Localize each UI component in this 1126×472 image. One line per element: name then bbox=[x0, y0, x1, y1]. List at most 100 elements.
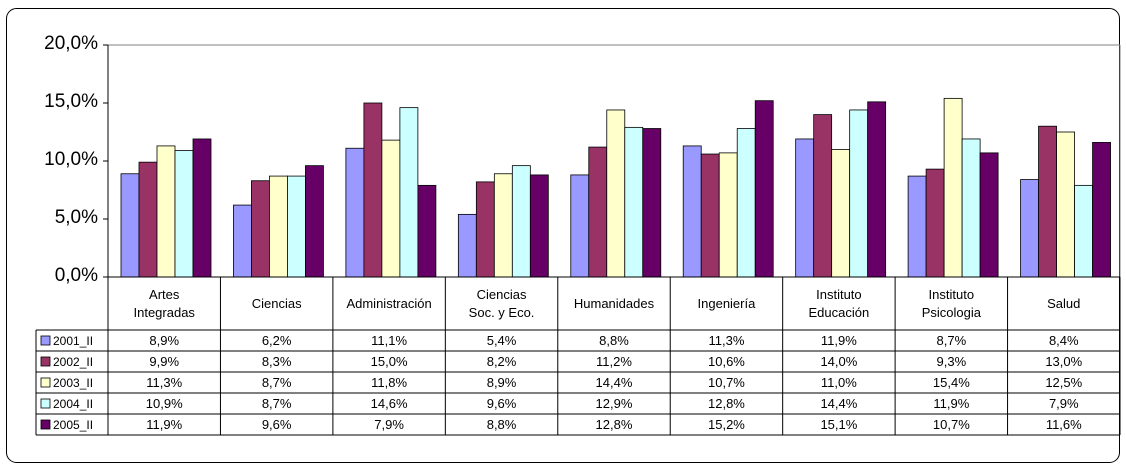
legend-key bbox=[40, 356, 51, 367]
table-value: 11,2% bbox=[596, 353, 632, 369]
bar bbox=[849, 109, 869, 278]
category-label: Ciencias Soc. y Eco. bbox=[468, 286, 535, 320]
category-label: Instituto Educación bbox=[808, 286, 870, 320]
bar bbox=[251, 180, 270, 278]
table-value: 8,4% bbox=[1048, 332, 1079, 348]
table-value: 15,0% bbox=[370, 353, 408, 369]
legend-key bbox=[40, 335, 51, 346]
table-value: 14,0% bbox=[820, 353, 858, 369]
bar bbox=[399, 107, 419, 278]
bar bbox=[1074, 184, 1093, 278]
table-value: 15,1% bbox=[820, 416, 858, 432]
legend-key bbox=[40, 377, 51, 388]
table-value: 8,7% bbox=[261, 395, 292, 411]
table-value: 11,6% bbox=[1045, 416, 1082, 432]
bar bbox=[813, 114, 833, 278]
table-value: 14,6% bbox=[370, 395, 408, 411]
legend-label: 2004_II bbox=[53, 396, 94, 411]
table-value: 14,4% bbox=[820, 395, 858, 411]
table-value: 11,3% bbox=[708, 332, 745, 348]
bar bbox=[1056, 131, 1075, 278]
table-value: 11,9% bbox=[933, 395, 970, 411]
bar bbox=[174, 150, 194, 278]
table-value: 8,3% bbox=[261, 353, 292, 369]
bar bbox=[475, 181, 495, 278]
table-value: 8,8% bbox=[599, 332, 629, 348]
table-value: 7,9% bbox=[1048, 395, 1079, 411]
category-label: Ingeniería bbox=[697, 295, 756, 311]
bar bbox=[529, 174, 549, 278]
y-tick-label: 10,0% bbox=[44, 149, 98, 170]
bar bbox=[831, 148, 851, 278]
category-label: Salud bbox=[1047, 295, 1081, 311]
table-value: 9,6% bbox=[486, 395, 517, 411]
bar bbox=[943, 97, 963, 278]
category-label: Administración bbox=[346, 295, 432, 311]
bar bbox=[570, 174, 590, 278]
table-value: 8,7% bbox=[936, 332, 967, 348]
table-value: 8,2% bbox=[486, 353, 517, 369]
bar bbox=[269, 175, 288, 278]
table-value: 11,9% bbox=[820, 332, 857, 348]
table-value: 10,7% bbox=[708, 374, 745, 390]
table-value: 9,9% bbox=[149, 353, 180, 369]
bar bbox=[925, 168, 945, 278]
bar bbox=[287, 175, 306, 278]
table-value: 10,9% bbox=[145, 395, 183, 411]
category-label: Ciencias bbox=[251, 295, 302, 311]
table-value: 9,6% bbox=[261, 416, 292, 432]
legend-key bbox=[40, 398, 51, 409]
bar bbox=[233, 204, 252, 278]
bar bbox=[381, 139, 401, 278]
table-value: 11,1% bbox=[371, 332, 408, 348]
table-value: 11,8% bbox=[371, 374, 408, 390]
table-value: 8,9% bbox=[486, 374, 517, 390]
table-value: 11,3% bbox=[146, 374, 183, 390]
legend-label: 2003_II bbox=[53, 375, 94, 390]
bar bbox=[156, 145, 176, 278]
category-label: Humanidades bbox=[573, 295, 655, 311]
table-value: 14,4% bbox=[595, 374, 633, 390]
bar bbox=[718, 152, 738, 278]
table-value: 12,5% bbox=[1045, 374, 1083, 390]
legend-label: 2002_II bbox=[53, 354, 94, 369]
category-label: Artes Integradas bbox=[133, 286, 195, 320]
legend-key bbox=[40, 419, 51, 430]
table-value: 9,3% bbox=[936, 353, 967, 369]
table-value: 11,9% bbox=[146, 416, 183, 432]
bar bbox=[138, 161, 158, 278]
table-value: 8,8% bbox=[486, 416, 517, 432]
table-value: 15,2% bbox=[708, 416, 745, 432]
bar bbox=[457, 213, 477, 278]
bar bbox=[979, 152, 999, 278]
bar bbox=[642, 128, 662, 278]
table-value: 12,8% bbox=[708, 395, 745, 411]
y-tick-label: 15,0% bbox=[44, 91, 98, 112]
bar bbox=[511, 165, 531, 278]
y-tick-label: 0,0% bbox=[54, 265, 98, 286]
table-value: 8,7% bbox=[261, 374, 292, 390]
bar bbox=[624, 126, 644, 278]
bar bbox=[795, 138, 815, 278]
bar bbox=[120, 173, 140, 278]
legend-label: 2001_II bbox=[53, 333, 94, 348]
bar bbox=[867, 101, 887, 278]
bar bbox=[907, 175, 927, 278]
bar bbox=[305, 165, 324, 278]
bar bbox=[736, 128, 756, 278]
table-value: 15,4% bbox=[932, 374, 970, 390]
bar bbox=[682, 145, 702, 278]
table-value: 12,9% bbox=[595, 395, 633, 411]
bar bbox=[192, 138, 212, 278]
bar bbox=[493, 173, 513, 278]
bar bbox=[606, 109, 626, 278]
bar bbox=[1038, 125, 1057, 278]
bar bbox=[363, 102, 383, 278]
table-value: 6,2% bbox=[261, 332, 292, 348]
table-value: 8,9% bbox=[149, 332, 180, 348]
table-value: 10,7% bbox=[932, 416, 970, 432]
bar bbox=[588, 146, 608, 278]
y-tick-label: 5,0% bbox=[54, 207, 98, 228]
y-tick-label: 20,0% bbox=[44, 33, 98, 54]
